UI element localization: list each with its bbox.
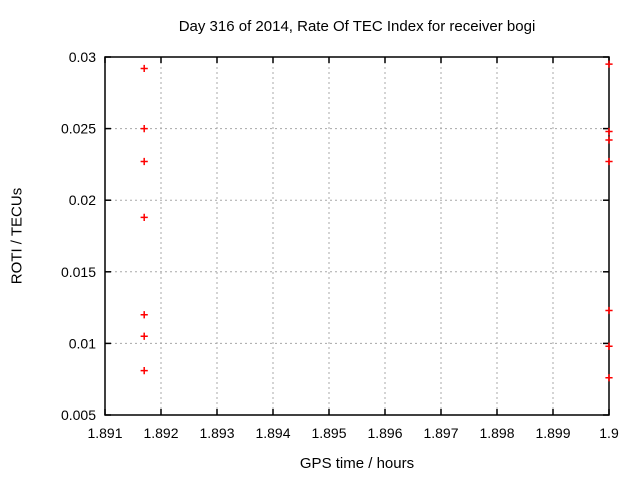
x-tick-label: 1.892 <box>143 425 178 441</box>
y-tick-label: 0.03 <box>69 49 96 65</box>
x-tick-label: 1.891 <box>87 425 122 441</box>
data-point-marker <box>140 332 148 340</box>
data-point-marker <box>140 311 148 319</box>
x-tick-label: 1.895 <box>311 425 346 441</box>
y-tick-label: 0.01 <box>69 335 96 351</box>
x-tick-label: 1.9 <box>599 425 619 441</box>
chart-title: Day 316 of 2014, Rate Of TEC Index for r… <box>178 18 536 35</box>
data-point-marker <box>605 136 613 144</box>
data-point-marker <box>605 60 613 68</box>
data-point-marker <box>140 367 148 375</box>
data-point-marker <box>605 157 613 166</box>
data-point-marker <box>605 127 613 136</box>
x-axis-label: GPS time / hours <box>299 455 415 472</box>
data-point-marker <box>140 64 148 73</box>
plot-frame <box>104 56 610 416</box>
y-tick-label: 0.025 <box>61 121 96 137</box>
data-point-marker <box>140 125 148 133</box>
data-point-marker <box>605 374 613 382</box>
data-point-marker <box>140 213 148 221</box>
x-tick-label: 1.897 <box>423 425 458 441</box>
y-tick-label: 0.02 <box>69 192 96 208</box>
x-tick-label: 1.898 <box>479 425 514 441</box>
y-tick-label: 0.005 <box>61 407 96 423</box>
y-tick-label: 0.015 <box>61 264 96 280</box>
x-tick-label: 1.894 <box>255 425 290 441</box>
data-point-marker <box>605 306 613 315</box>
x-tick-label: 1.893 <box>199 425 234 441</box>
data-point-marker <box>605 342 613 350</box>
x-tick-label: 1.896 <box>367 425 402 441</box>
x-tick-label: 1.899 <box>535 425 570 441</box>
data-point-marker <box>140 157 148 166</box>
